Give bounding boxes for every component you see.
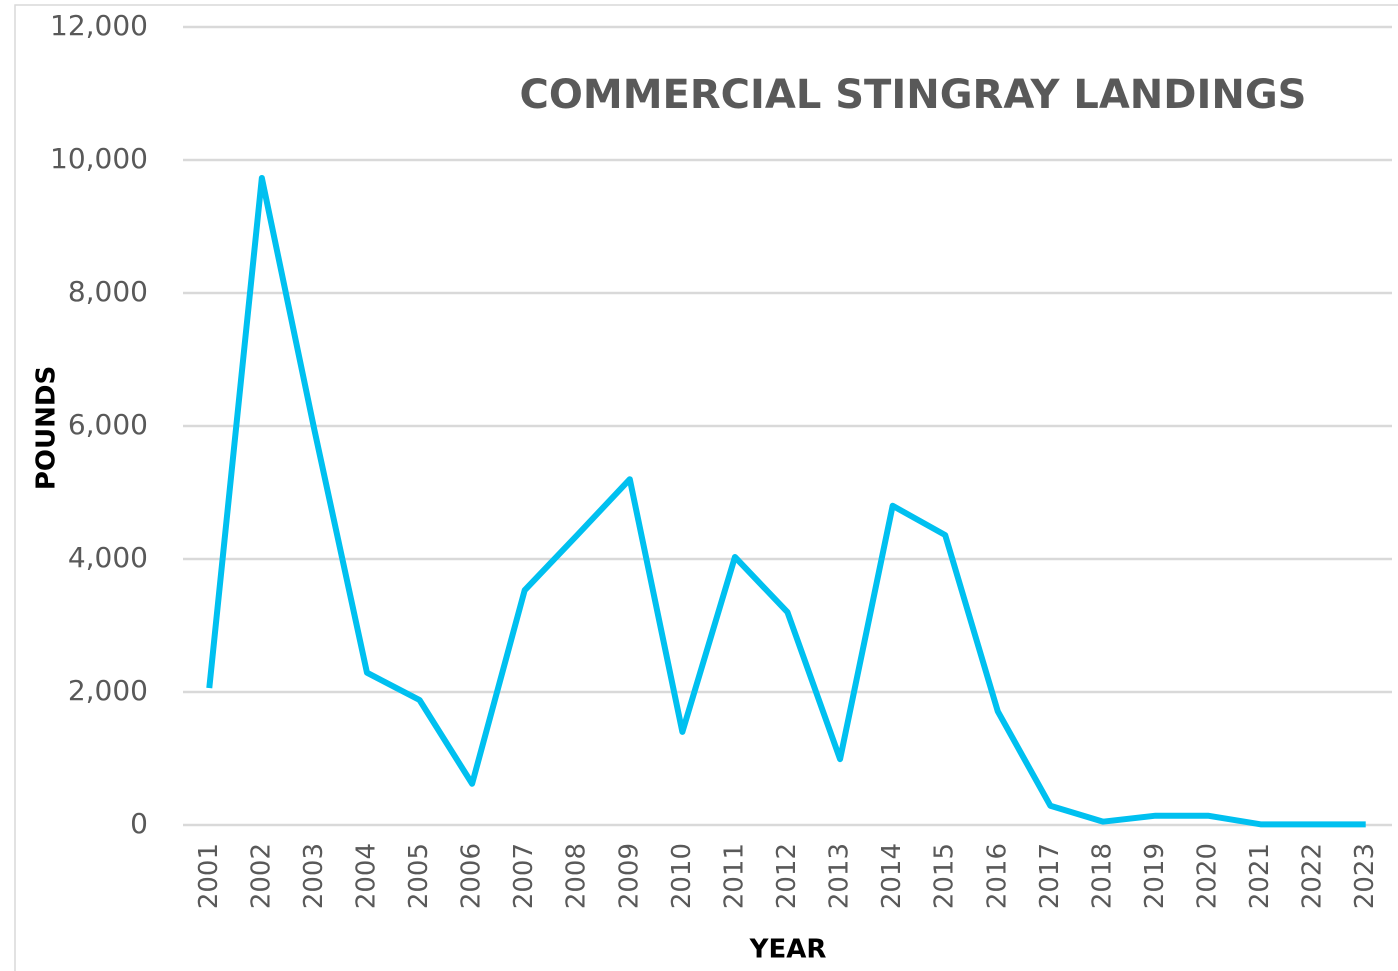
x-tick-label: 2021 xyxy=(1245,843,1275,909)
y-tick-label: 2,000 xyxy=(68,674,148,707)
x-tick-label: 2015 xyxy=(930,843,960,909)
y-tick-label: 8,000 xyxy=(68,275,148,308)
y-tick-label: 10,000 xyxy=(50,142,148,175)
x-tick-label: 2004 xyxy=(351,843,381,909)
x-tick-label: 2016 xyxy=(982,843,1012,909)
x-tick-label: 2006 xyxy=(457,843,487,909)
x-tick-label: 2001 xyxy=(194,843,224,909)
x-tick-label: 2010 xyxy=(667,843,697,909)
x-tick-label: 2017 xyxy=(1035,843,1065,909)
x-tick-label: 2023 xyxy=(1350,843,1380,909)
chart-title: COMMERCIAL STINGRAY LANDINGS xyxy=(520,72,1307,118)
x-tick-label: 2019 xyxy=(1140,843,1170,909)
y-axis-label: POUNDS xyxy=(32,366,62,490)
x-tick-label: 2007 xyxy=(509,843,539,909)
x-tick-label: 2012 xyxy=(772,843,802,909)
chart-border xyxy=(14,4,1398,971)
x-tick-label: 2009 xyxy=(614,843,644,909)
x-tick-label: 2014 xyxy=(877,843,907,909)
x-tick-label: 2020 xyxy=(1193,843,1223,909)
y-tick-label: 4,000 xyxy=(68,541,148,574)
x-tick-label: 2005 xyxy=(404,843,434,909)
x-tick-label: 2003 xyxy=(299,843,329,909)
y-tick-label: 6,000 xyxy=(68,408,148,441)
x-tick-label: 2002 xyxy=(246,843,276,909)
x-tick-label: 2022 xyxy=(1298,843,1328,909)
x-tick-label: 2013 xyxy=(825,843,855,909)
y-tick-label: 0 xyxy=(130,807,148,840)
x-tick-label: 2018 xyxy=(1087,843,1117,909)
x-tick-label: 2011 xyxy=(719,843,749,909)
y-tick-label: 12,000 xyxy=(50,9,148,42)
x-axis-label: YEAR xyxy=(749,935,827,965)
x-tick-label: 2008 xyxy=(562,843,592,909)
data-line xyxy=(206,174,1366,828)
